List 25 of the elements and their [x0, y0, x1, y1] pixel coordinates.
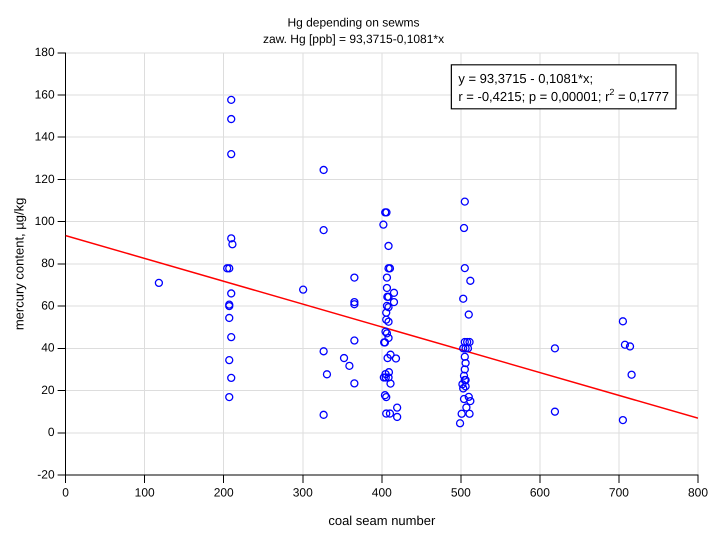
- chart-subtitle: zaw. Hg [ppb] = 93,3715-0,1081*x: [262, 32, 444, 46]
- x-tick-label: 300: [292, 486, 314, 500]
- y-tick-label: 100: [34, 214, 55, 228]
- y-tick-label: 120: [34, 172, 55, 186]
- x-tick-label: 400: [372, 486, 392, 500]
- y-tick-label: 20: [41, 382, 55, 397]
- x-tick-label: 200: [214, 486, 234, 500]
- y-axis-title: mercury content, µg/kg: [11, 198, 26, 330]
- y-tick-label: 60: [41, 298, 55, 312]
- x-tick-label: 0: [62, 486, 70, 500]
- x-tick-label: 800: [688, 486, 708, 500]
- x-tick-label: 600: [530, 486, 550, 500]
- x-axis-title: coal seam number: [328, 512, 436, 528]
- x-tick-label: 700: [608, 486, 630, 500]
- x-tick-label: 500: [450, 486, 472, 500]
- y-tick-label: 160: [34, 87, 55, 102]
- y-tick-label: -20: [37, 467, 55, 482]
- y-tick-label: 180: [34, 45, 55, 60]
- chart-title: Hg depending on sewms: [287, 16, 420, 30]
- y-tick-label: 140: [34, 130, 55, 144]
- y-tick-label: 80: [41, 256, 55, 270]
- x-tick-label: 100: [134, 486, 155, 500]
- annotation: y = 93,3715 - 0,1081*x;: [458, 70, 594, 86]
- y-tick-label: 0: [48, 425, 55, 440]
- y-tick-label: 40: [41, 340, 55, 355]
